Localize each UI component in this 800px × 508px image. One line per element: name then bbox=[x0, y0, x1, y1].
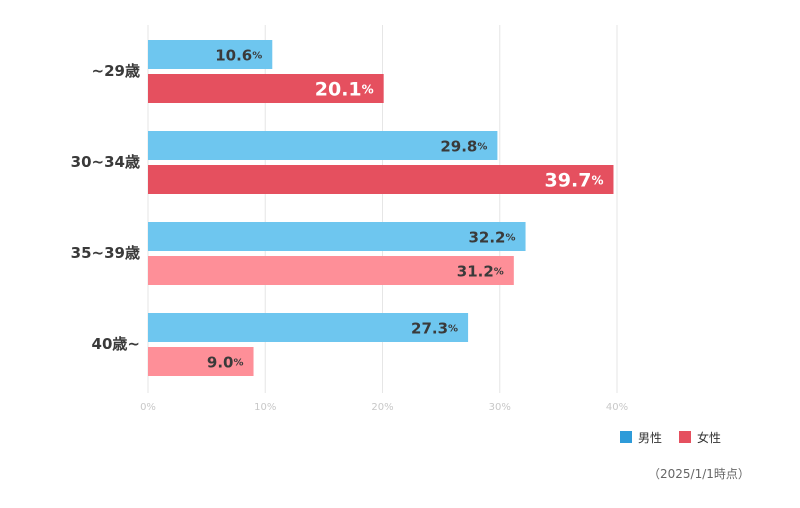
data-label-female: 39.7% bbox=[545, 170, 604, 192]
data-label-female: 9.0% bbox=[207, 354, 244, 372]
category-label: ~29歳 bbox=[92, 62, 140, 80]
bar-female bbox=[148, 74, 384, 103]
legend-label-female: 女性 bbox=[697, 430, 721, 445]
legend-label-male: 男性 bbox=[638, 431, 662, 445]
bar-female bbox=[148, 256, 514, 285]
data-label-male: 10.6% bbox=[215, 47, 262, 65]
category-label: 40歳~ bbox=[92, 335, 140, 353]
bar-female bbox=[148, 347, 254, 376]
category-label: 30~34歳 bbox=[71, 153, 140, 171]
x-tick-label: 0% bbox=[140, 402, 156, 413]
bar-male bbox=[148, 40, 273, 69]
bar-female bbox=[148, 165, 614, 194]
bar-male bbox=[148, 313, 469, 342]
legend: 男性 女性 bbox=[620, 430, 721, 445]
x-tick-label: 10% bbox=[254, 402, 276, 413]
x-tick-label: 40% bbox=[606, 402, 628, 413]
x-tick-label: 20% bbox=[371, 402, 393, 413]
date-note: （2025/1/1時点） bbox=[648, 467, 750, 481]
bar-male bbox=[148, 222, 526, 251]
data-label-male: 27.3% bbox=[411, 320, 458, 338]
legend-swatch-male bbox=[620, 431, 632, 443]
data-label-female: 31.2% bbox=[457, 263, 504, 281]
x-tick-label: 30% bbox=[489, 402, 511, 413]
data-label-male: 32.2% bbox=[468, 229, 515, 247]
data-label-male: 29.8% bbox=[440, 138, 487, 156]
legend-swatch-female bbox=[679, 431, 691, 443]
data-label-female: 20.1% bbox=[315, 79, 374, 101]
bar-male bbox=[148, 131, 498, 160]
category-label: 35~39歳 bbox=[71, 244, 140, 262]
